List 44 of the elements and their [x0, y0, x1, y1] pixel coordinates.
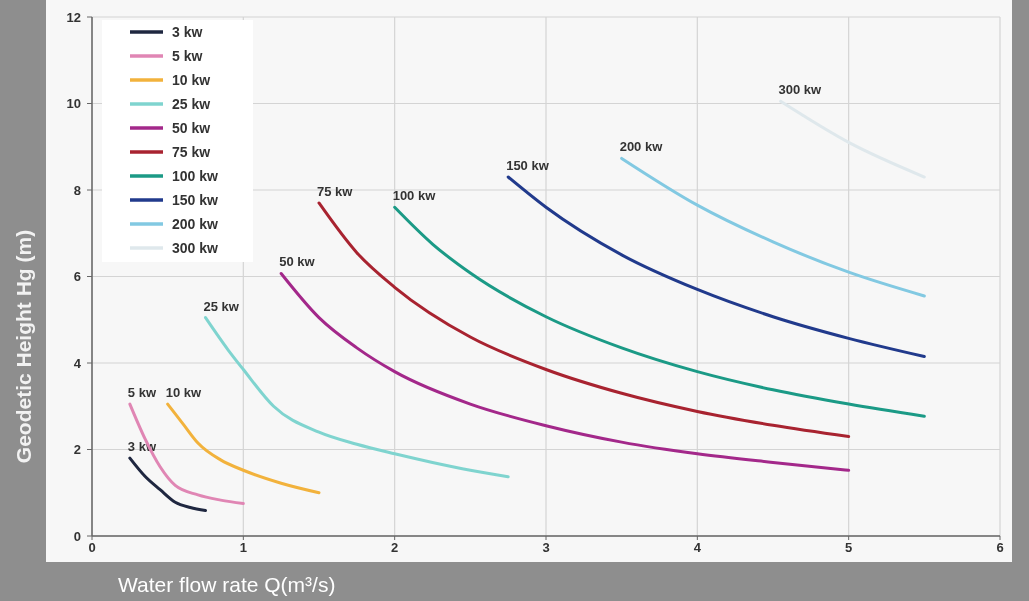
y-tick-label: 2 — [73, 442, 81, 458]
y-tick-label: 8 — [73, 182, 81, 198]
x-tick-label: 3 — [542, 540, 550, 555]
y-tick-label: 6 — [73, 269, 81, 285]
text: 300 kw — [778, 82, 822, 98]
line-series — [128, 456, 207, 512]
legend-label: 3 kw — [172, 23, 203, 40]
line-series — [128, 402, 245, 506]
x-tick-label: 0 — [88, 540, 96, 555]
y-tick-label: 4 — [73, 355, 82, 371]
text: 100 kw — [392, 188, 436, 204]
text: 25 kw — [203, 298, 239, 314]
legend-label: 100 kw — [172, 167, 219, 184]
line-series — [620, 156, 926, 298]
y-tick-label: 0 — [73, 528, 81, 544]
legend-label: 300 kw — [172, 239, 219, 256]
legend-label: 50 kw — [172, 119, 211, 136]
x-axis-title: Water flow rate Q(m³/s) — [118, 573, 336, 596]
x-tick-label: 6 — [996, 540, 1004, 555]
line-series — [166, 402, 321, 495]
y-tick-label: 10 — [66, 96, 81, 112]
text: 5 kw — [127, 385, 157, 401]
line-series — [317, 201, 851, 439]
legend-label: 10 kw — [172, 71, 211, 88]
text: 10 kw — [165, 385, 202, 401]
legend-label: 75 kw — [172, 143, 211, 160]
text: 50 kw — [279, 254, 315, 270]
x-tick-label: 4 — [693, 540, 702, 555]
x-tick-label: 5 — [845, 540, 853, 555]
y-axis-title: Geodetic Height Hg (m) — [12, 229, 35, 464]
line-series — [279, 271, 851, 472]
line-series — [393, 205, 926, 418]
legend-label: 200 kw — [172, 215, 219, 232]
legend-label: 25 kw — [172, 95, 211, 112]
line-series — [506, 175, 926, 359]
y-tick-label: 12 — [66, 9, 81, 25]
legend-label: 150 kw — [172, 191, 219, 208]
text: 75 kw — [317, 183, 353, 199]
legend-label: 5 kw — [172, 47, 203, 64]
text: 200 kw — [619, 139, 663, 155]
x-tick-label: 1 — [239, 540, 247, 555]
text: 150 kw — [506, 158, 549, 174]
line-series — [204, 316, 510, 479]
x-tick-label: 2 — [391, 540, 399, 555]
